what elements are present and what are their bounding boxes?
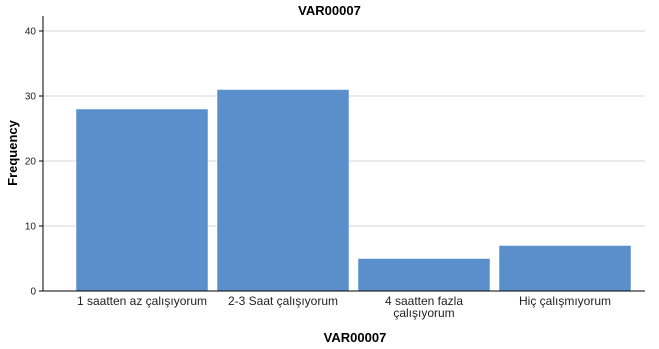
y-axis-title: Frequency [5, 119, 20, 186]
y-tick-label: 30 [25, 92, 37, 103]
bar-3 [357, 258, 491, 292]
bars [75, 89, 632, 292]
axes [39, 16, 645, 292]
bar-4 [498, 245, 632, 292]
x-tick-label: 1 saatten az çalışıyorum [77, 294, 207, 308]
x-tick-label: 2-3 Saat çalışıyorum [228, 294, 338, 308]
x-tick-label: çalışıyorum [393, 306, 454, 320]
x-tick-label: 4 saatten fazla [385, 294, 463, 308]
x-tick-label: Hiç çalışmıyorum [519, 294, 611, 308]
y-tick-label: 40 [25, 27, 37, 38]
chart-title: VAR00007 [298, 3, 361, 18]
y-tick-label: 0 [30, 287, 36, 298]
y-tick-label: 20 [25, 157, 37, 168]
x-axis-title: VAR00007 [324, 330, 387, 345]
labels: 0 10 20 30 40 1 saatten az çalışıyorum 2-3 Saa… [25, 27, 611, 321]
y-tick-label: 10 [25, 222, 37, 233]
bar-1 [75, 108, 209, 292]
bar-2 [216, 89, 350, 292]
